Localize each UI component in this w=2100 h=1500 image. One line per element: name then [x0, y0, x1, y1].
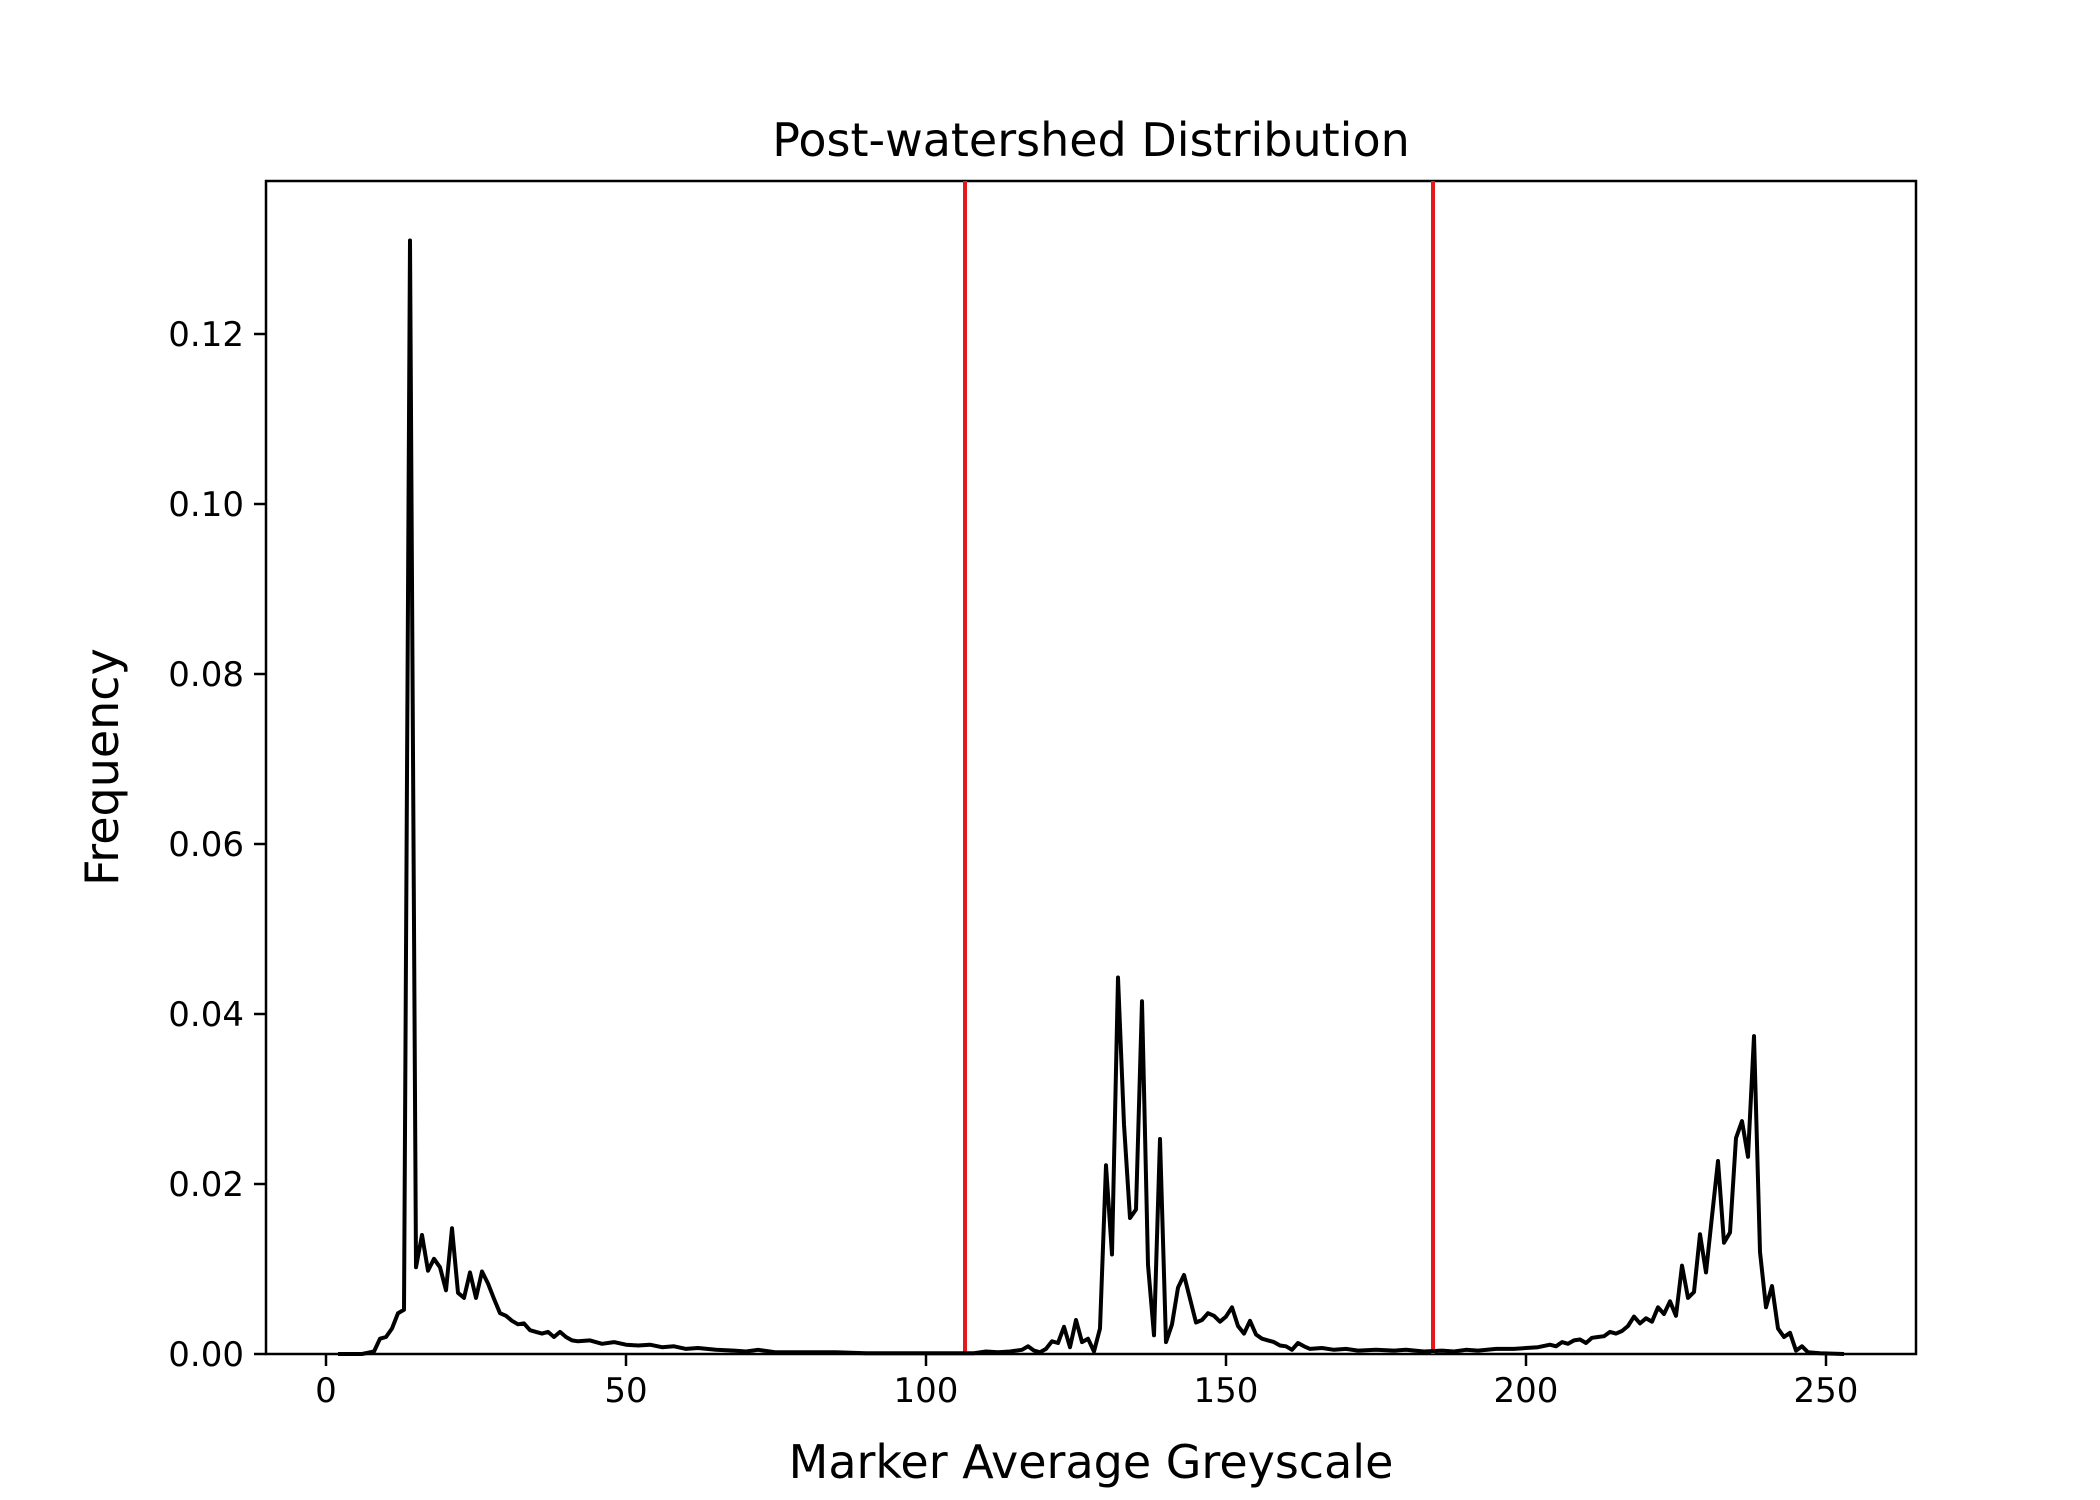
y-tick-label: 0.08: [168, 655, 244, 695]
y-tick-label: 0.12: [168, 315, 244, 355]
y-axis: 0.00 0.02 0.04 0.06 0.08 0.10 0.12: [168, 315, 266, 1375]
chart-title: Post-watershed Distribution: [772, 113, 1410, 167]
plot-area-frame: [264, 179, 1918, 1356]
y-tick-label: 0.04: [168, 995, 244, 1035]
y-tick-label: 0.06: [168, 825, 244, 865]
y-axis-label: Frequency: [75, 648, 129, 886]
x-tick-label: 50: [604, 1371, 647, 1411]
y-tick-label: 0.02: [168, 1165, 244, 1205]
series-layer: [338, 238, 1845, 1356]
x-axis: 0 50 100 150 200 250: [315, 1354, 1858, 1411]
x-tick-label: 100: [894, 1371, 959, 1411]
y-tick-label: 0.10: [168, 485, 244, 525]
x-tick-label: 0: [315, 1371, 337, 1411]
series-line: [338, 238, 1845, 1356]
x-axis-label: Marker Average Greyscale: [789, 1435, 1394, 1489]
x-tick-label: 250: [1794, 1371, 1859, 1411]
x-tick-label: 200: [1494, 1371, 1559, 1411]
threshold-lines: [963, 181, 1435, 1354]
x-tick-label: 150: [1194, 1371, 1259, 1411]
y-tick-label: 0.00: [168, 1335, 244, 1375]
